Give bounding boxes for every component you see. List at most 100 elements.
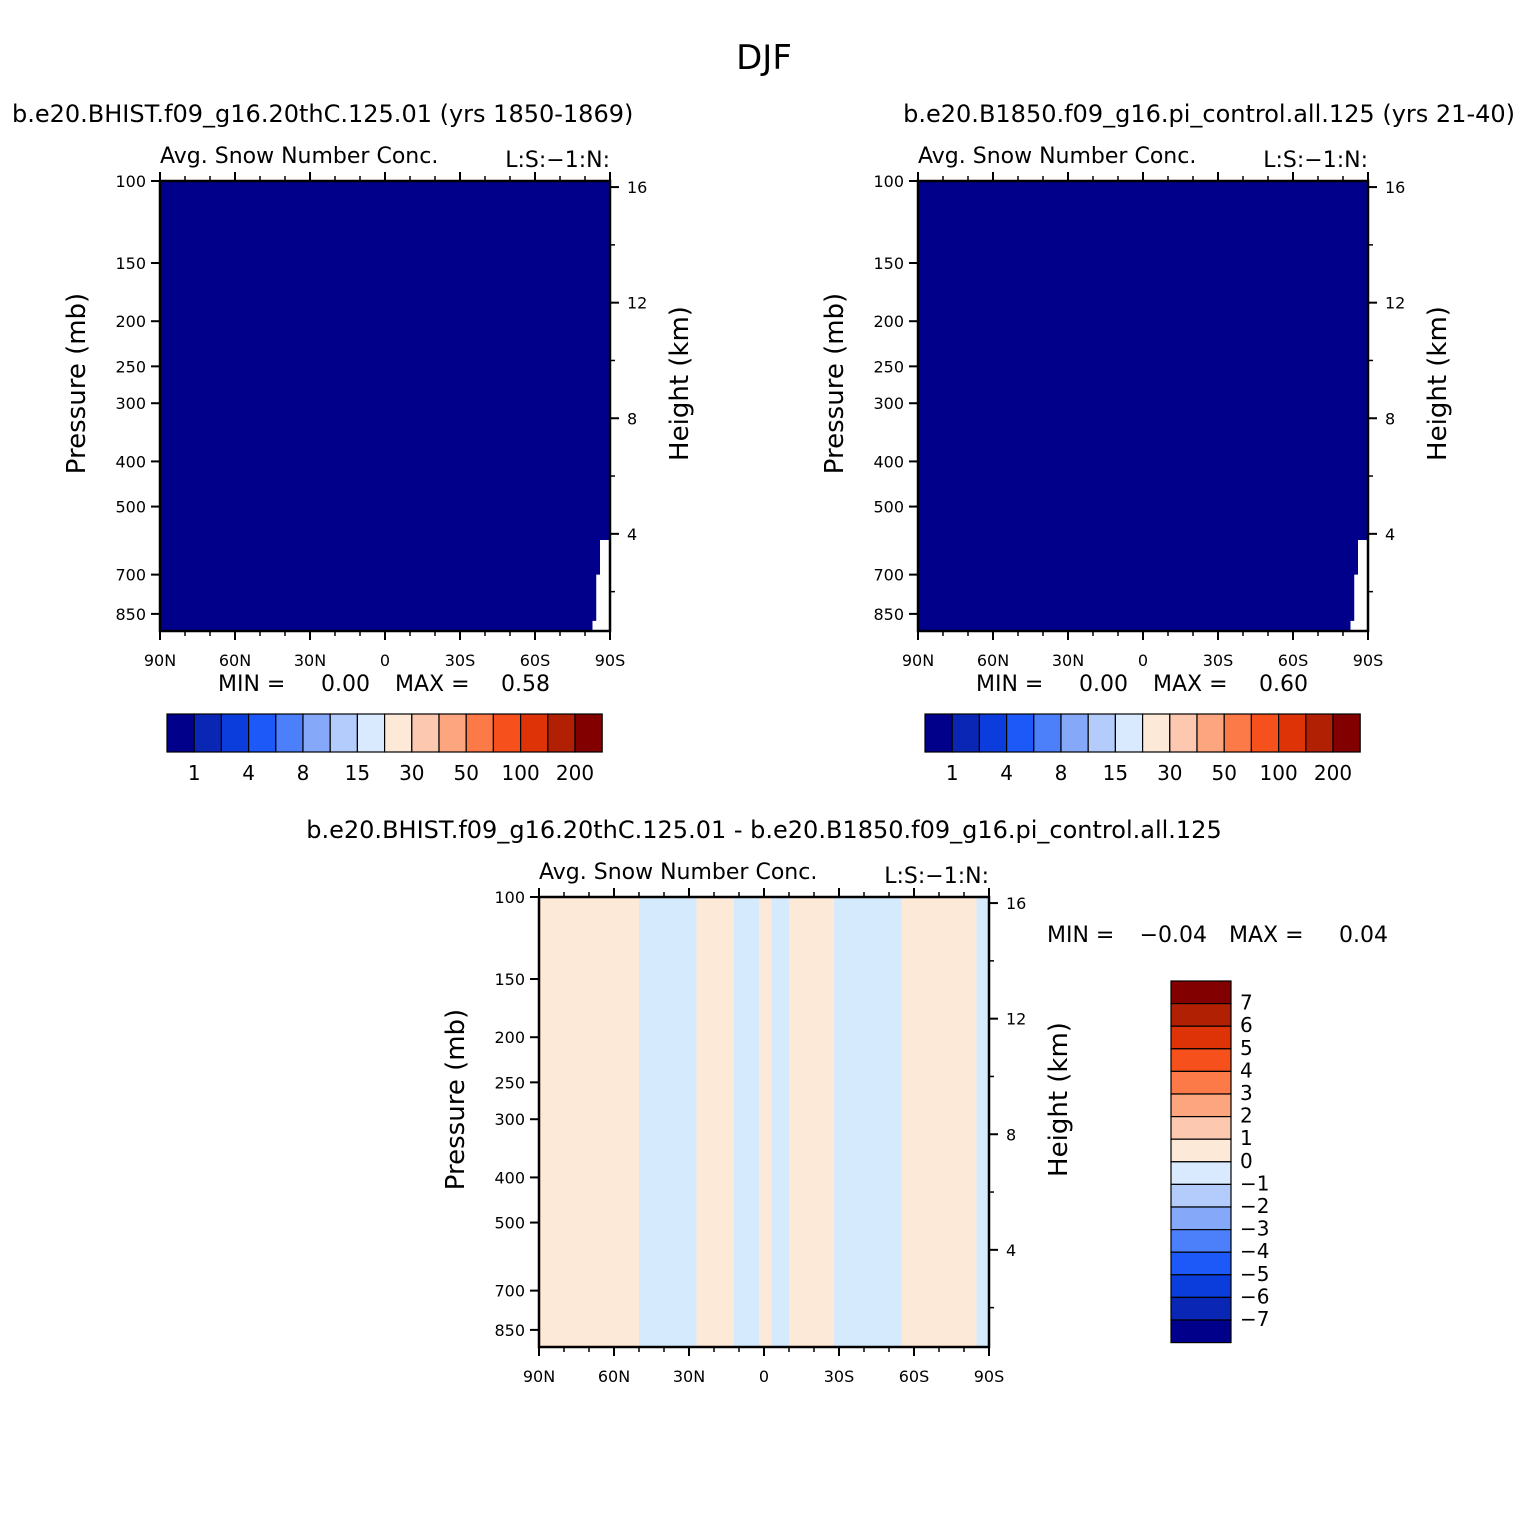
y-tick-label: 200 <box>873 312 904 331</box>
colorbar-box <box>1332 713 1361 753</box>
colorbar-label: 100 <box>502 761 540 785</box>
x-tick-label: 90S <box>595 651 626 670</box>
colorbar-label: −6 <box>1240 1284 1269 1308</box>
x-tick-label: 30N <box>294 651 326 670</box>
colorbar-label: 0 <box>1240 1149 1253 1173</box>
colorbar-box <box>1170 1093 1232 1118</box>
colorbar-label: −4 <box>1240 1239 1269 1263</box>
colorbar-box <box>1277 713 1307 753</box>
y-tick-label: 150 <box>873 254 904 273</box>
x-tick-label: 60S <box>520 651 551 670</box>
colorbar-label: 1 <box>946 761 959 785</box>
right-tick-label: 8 <box>1385 409 1395 428</box>
negative-anomaly-region <box>976 897 989 1347</box>
x-tick-label: 30N <box>1052 651 1084 670</box>
colorbar-label: 7 <box>1240 991 1253 1015</box>
colorbar-box <box>1060 713 1089 753</box>
colorbar-box <box>1170 1296 1232 1321</box>
colorbar-label: 50 <box>1211 761 1236 785</box>
y-tick-label: 300 <box>873 394 904 413</box>
case-header: b.e20.BHIST.f09_g16.20thC.125.01 (yrs 18… <box>12 100 633 128</box>
panel-title-right: L:S:−1:N: <box>884 864 989 889</box>
colorbar-label: 4 <box>1240 1058 1253 1082</box>
colorbar-box <box>411 713 440 753</box>
colorbar-box <box>1170 1206 1232 1231</box>
right-axis-label: Height (km) <box>665 306 695 461</box>
colorbar-label: 15 <box>1103 761 1128 785</box>
x-tick-label: 90N <box>523 1367 555 1386</box>
colorbar-box <box>1005 713 1035 753</box>
x-tick-label: 0 <box>759 1367 769 1386</box>
y-axis-label: Pressure (mb) <box>62 293 92 474</box>
x-tick-label: 30S <box>824 1367 855 1386</box>
colorbar-box <box>1170 1138 1232 1163</box>
case-panel: 90N 60N 30N 0 30S 60S 90S100150200250300400500… <box>62 144 695 785</box>
colorbar-box <box>438 713 467 753</box>
colorbar-box <box>384 713 413 753</box>
colorbar-label: −1 <box>1240 1171 1269 1195</box>
colorbar-label: 6 <box>1240 1013 1253 1037</box>
max-label: MAX = <box>1153 672 1228 697</box>
y-tick-label: 200 <box>494 1028 525 1047</box>
y-tick-label: 200 <box>115 312 146 331</box>
y-tick-label: 100 <box>494 888 525 907</box>
colorbar-box <box>1170 1048 1232 1073</box>
colorbar-box <box>248 713 277 753</box>
colorbar-box <box>1223 713 1252 753</box>
y-tick-label: 400 <box>115 452 146 471</box>
y-tick-label: 100 <box>115 172 146 191</box>
x-tick-label: 0 <box>380 651 390 670</box>
colorbar-label: −2 <box>1240 1194 1269 1218</box>
y-tick-label: 250 <box>115 357 146 376</box>
colorbar-label: 200 <box>1314 761 1352 785</box>
right-tick-label: 12 <box>627 294 647 313</box>
panel-title: Avg. Snow Number Conc. <box>160 144 438 169</box>
colorbar-label: 15 <box>345 761 370 785</box>
x-tick-label: 90S <box>1353 651 1384 670</box>
negative-anomaly-region <box>834 897 902 1347</box>
panel-title-right: L:S:−1:N: <box>1263 148 1368 173</box>
min-label: MIN = <box>218 672 285 697</box>
x-tick-label: 60S <box>1278 651 1309 670</box>
x-tick-label: 30S <box>1203 651 1234 670</box>
x-tick-label: 90N <box>902 651 934 670</box>
colorbar-box <box>220 713 250 753</box>
colorbar-label: 4 <box>242 761 255 785</box>
colorbar-box <box>1087 713 1116 753</box>
panel-title: Avg. Snow Number Conc. <box>918 144 1196 169</box>
colorbar-box <box>193 713 222 753</box>
y-tick-label: 250 <box>873 357 904 376</box>
right-tick-label: 16 <box>1006 894 1026 913</box>
colorbar-box <box>1196 713 1225 753</box>
x-tick-label: 60N <box>598 1367 630 1386</box>
colorbar-box <box>492 713 522 753</box>
colorbar-label: −7 <box>1240 1307 1269 1331</box>
colorbar-label: 8 <box>297 761 310 785</box>
y-tick-label: 150 <box>115 254 146 273</box>
y-tick-label: 500 <box>494 1214 525 1233</box>
colorbar-box <box>302 713 331 753</box>
y-tick-label: 400 <box>873 452 904 471</box>
right-tick-label: 4 <box>627 525 637 544</box>
right-tick-label: 16 <box>627 178 647 197</box>
right-axis-label: Height (km) <box>1044 1022 1074 1177</box>
colorbar-box <box>275 713 304 753</box>
colorbar-label: 2 <box>1240 1104 1253 1128</box>
colorbar-box <box>1170 1115 1232 1140</box>
max-label: MAX = <box>1229 923 1304 948</box>
colorbar-box <box>1305 713 1334 753</box>
colorbar-box <box>1170 1274 1232 1299</box>
control-panel: 90N 60N 30N 0 30S 60S 90S100150200250300400500… <box>820 144 1453 785</box>
colorbar-box <box>1250 713 1280 753</box>
panel-title: Avg. Snow Number Conc. <box>539 860 817 885</box>
max-value: 0.58 <box>501 672 550 697</box>
positive-anomaly-field <box>539 897 989 1347</box>
snow-conc-field <box>918 181 1368 631</box>
colorbar-box <box>1033 713 1062 753</box>
colorbar-box <box>1170 1319 1232 1344</box>
y-tick-label: 150 <box>494 970 525 989</box>
colorbar-box <box>978 713 1008 753</box>
x-tick-label: 60S <box>899 1367 930 1386</box>
max-value: 0.60 <box>1259 672 1308 697</box>
